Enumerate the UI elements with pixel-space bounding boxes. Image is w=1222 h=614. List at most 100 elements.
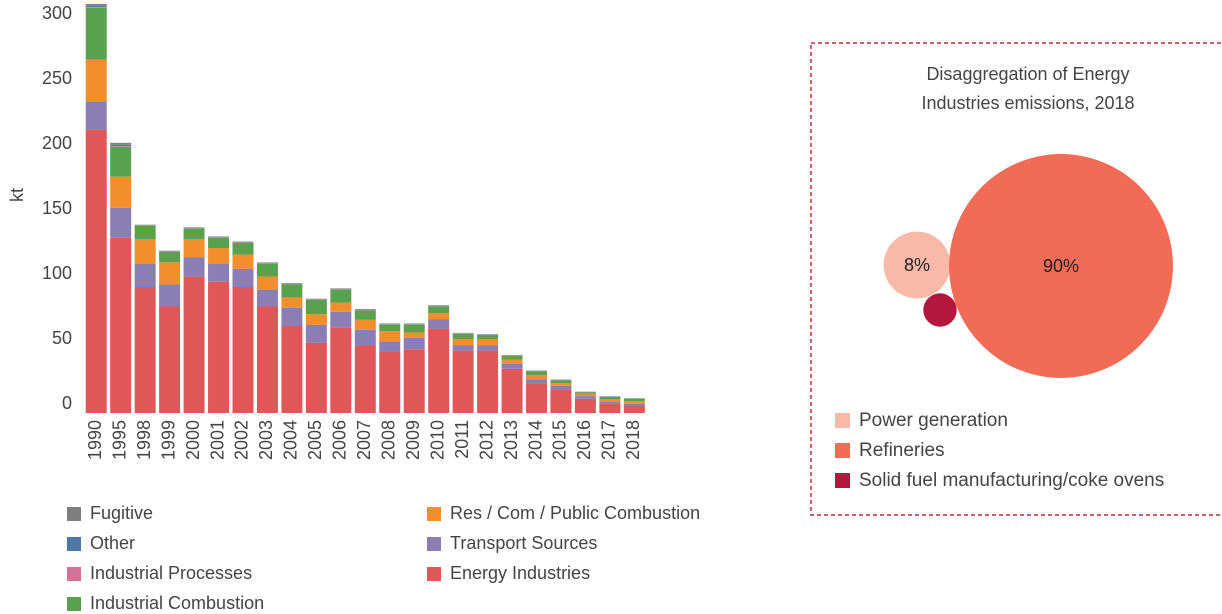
bar-segment [574,393,596,397]
bar-segment [526,383,548,413]
bar-segment [526,375,548,380]
x-tick-label: 1998 [134,420,154,460]
bar-segment [232,268,254,288]
bar-segment [110,144,132,147]
bar-segment [428,305,450,306]
bar-segment [85,5,107,8]
legend-swatch [67,597,81,611]
bar-segment [110,146,132,147]
bar-segment [305,342,327,413]
legend-swatch [835,473,850,488]
bar-segment [428,312,450,320]
bar-segment [501,359,523,364]
panel-border [810,42,1222,516]
y-tick-label: 0 [62,393,72,413]
x-tick-label: 2017 [599,420,619,460]
bar-segment [428,319,450,329]
bar-segment [403,324,425,333]
bar-segment [330,327,352,413]
bar-segment [305,298,327,300]
x-tick-label: 2002 [232,420,252,460]
bar-segment [305,324,327,343]
x-tick-label: 2011 [452,420,472,459]
y-tick-label: 150 [42,198,72,218]
x-tick-label: 2008 [379,420,399,460]
bubble [949,154,1173,378]
bar-segment [599,403,621,413]
bar-segment [232,241,254,243]
bar-segment [159,306,181,413]
bar-segment [526,371,548,376]
chart-title: Disaggregation of Energy [926,64,1129,84]
bar-segment [159,284,181,307]
bar-segment [574,398,596,413]
x-tick-label: 2013 [501,420,521,460]
bar-segment [208,281,230,413]
bar-segment [183,257,205,277]
bar-segment [550,389,572,413]
bar-segment [452,345,474,351]
bar-segment [134,225,156,239]
bar-segment [623,406,645,413]
bar-segment [477,335,499,339]
bar-segment [550,385,572,390]
bar-segment [134,263,156,288]
x-tick-label: 2018 [623,420,643,460]
bar-segment [256,289,278,307]
legend-swatch [67,567,81,581]
bar-segment [159,251,181,263]
legend-label: Industrial Combustion [90,593,264,613]
bar-segment [85,3,107,6]
bar-segment [110,207,132,238]
bar-segment [183,238,205,258]
bar-segment [354,345,376,413]
legend-label: Res / Com / Public Combustion [450,503,700,523]
legend-label: Transport Sources [450,533,597,553]
y-axis-label: kt [7,188,27,202]
bar-segment [452,350,474,413]
x-tick-label: 2014 [525,420,545,460]
x-tick-label: 2007 [354,420,374,460]
x-tick-label: 1995 [109,420,129,460]
bar-segment [208,236,230,237]
y-tick-label: 50 [52,328,72,348]
bar-segment [281,325,303,413]
bar-segment [354,329,376,346]
legend-label: Other [90,533,135,553]
bar-segment [134,287,156,413]
bar-segment [208,237,230,249]
x-tick-label: 2005 [305,420,325,460]
bar-segment [599,401,621,404]
legend-swatch [835,443,850,458]
x-tick-label: 2001 [207,420,227,460]
bar-segment [85,101,107,130]
bar-segment [379,341,401,352]
x-tick-label: 1999 [158,420,178,460]
x-tick-label: 2012 [476,420,496,460]
bar-segment [134,238,156,264]
bar-segment [354,309,376,310]
bar-segment [281,297,303,308]
bar-segment [550,383,572,386]
bar-segment [403,323,425,324]
bar-segment [574,396,596,399]
bar-segment [623,398,645,402]
bar-segment [501,363,523,369]
x-tick-label: 2000 [183,420,203,460]
bar-segment [477,338,499,346]
bar-segment [452,338,474,346]
legend-swatch [835,413,850,428]
bar-segment [452,333,474,339]
legend-swatch [427,567,441,581]
bar-segment [85,59,107,102]
bar-segment [428,306,450,313]
bar-segment [232,287,254,413]
bar-segment [183,276,205,413]
bar-segment [477,350,499,413]
bar-segment [232,242,254,255]
bar-segment [256,262,278,263]
x-tick-label: 2009 [403,420,423,460]
x-tick-label: 2004 [281,420,301,460]
bar-segment [85,129,107,413]
